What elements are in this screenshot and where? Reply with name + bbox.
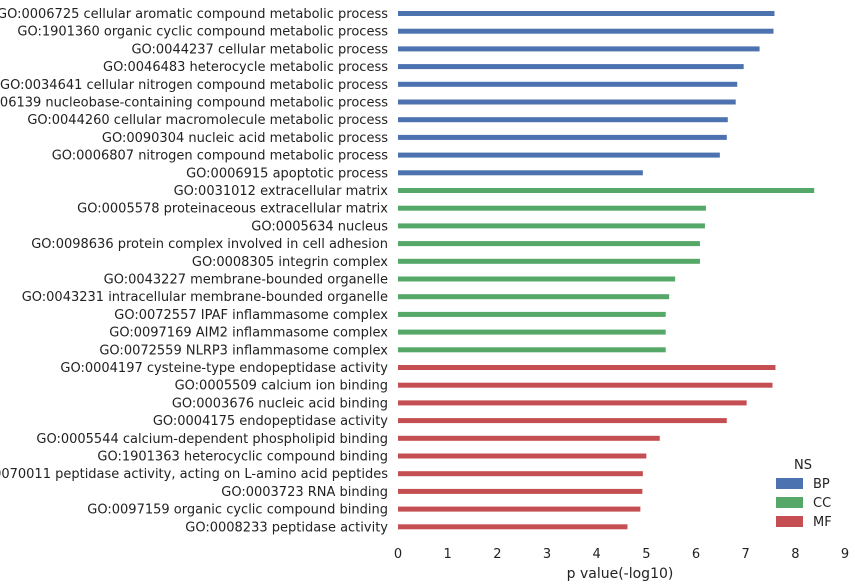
bar-cc <box>398 329 666 335</box>
category-label: GO:0044237 cellular metabolic process <box>131 42 388 57</box>
legend-label: BP <box>813 477 830 492</box>
category-label: GO:0004197 cysteine-type endopeptidase a… <box>60 361 388 376</box>
x-tick-label: 0 <box>394 547 402 562</box>
category-label: GO:0043231 intracellular membrane-bounde… <box>22 290 388 305</box>
category-label: GO:0005634 nucleus <box>251 219 388 234</box>
bar-cc <box>398 347 666 353</box>
category-label: GO:0090304 nucleic acid metabolic proces… <box>102 131 388 146</box>
category-label: GO:0006139 nucleobase-containing compoun… <box>0 96 388 111</box>
category-label: GO:0006807 nitrogen compound metabolic p… <box>52 149 389 164</box>
bar-bp <box>398 11 775 16</box>
x-tick-label: 4 <box>593 547 601 562</box>
bar-cc <box>398 276 676 282</box>
bar-bp <box>398 117 728 123</box>
x-tick-label: 1 <box>444 547 452 562</box>
category-label: GO:0005509 calcium ion binding <box>175 379 388 394</box>
x-tick-label: 9 <box>841 547 849 562</box>
legend-title: NS <box>794 458 812 473</box>
legend-swatch-bp <box>776 478 803 489</box>
x-tick-label: 2 <box>493 547 501 562</box>
category-label: GO:0097169 AIM2 inflammasome complex <box>109 326 388 341</box>
bar-bp <box>398 152 720 158</box>
category-label: GO:0072559 NLRP3 inflammasome complex <box>99 343 388 358</box>
bar-cc <box>398 258 700 264</box>
bar-mf <box>398 524 628 530</box>
category-label: GO:0043227 membrane-bounded organelle <box>104 273 388 288</box>
bar-bp <box>398 81 738 87</box>
category-label: GO:0098636 protein complex involved in c… <box>31 237 388 252</box>
category-label: GO:0006725 cellular aromatic compound me… <box>0 7 388 22</box>
x-axis-title: p value(-log10) <box>567 566 674 582</box>
bars-layer <box>398 11 815 530</box>
legend-label: CC <box>813 496 831 511</box>
category-label: GO:0006915 apoptotic process <box>186 166 388 181</box>
category-label: GO:0008233 peptidase activity <box>185 520 388 535</box>
bar-mf <box>398 506 641 512</box>
x-tick-label: 6 <box>692 547 700 562</box>
bar-mf <box>398 418 727 424</box>
category-label: GO:1901360 organic cyclic compound metab… <box>17 25 388 40</box>
category-label: GO:0031012 extracellular matrix <box>174 184 389 199</box>
bar-mf <box>398 365 776 370</box>
category-label: GO:0004175 endopeptidase activity <box>153 414 388 429</box>
x-tick-label: 3 <box>543 547 551 562</box>
bar-mf <box>398 435 660 441</box>
bar-mf <box>398 471 643 477</box>
category-label: GO:0072557 IPAF inflammasome complex <box>114 308 388 323</box>
category-label: GO:0034641 cellular nitrogen compound me… <box>0 78 388 93</box>
legend-label: MF <box>813 515 832 530</box>
bar-bp <box>398 64 744 70</box>
category-label: GO:0097159 organic cyclic compound bindi… <box>87 503 388 518</box>
bar-cc <box>398 205 706 211</box>
x-tick-label: 5 <box>642 547 650 562</box>
bar-mf <box>398 400 747 406</box>
bar-cc <box>398 294 670 300</box>
bar-mf <box>398 453 647 459</box>
bar-bp <box>398 99 736 105</box>
legend-items: BP CC MF <box>776 477 832 530</box>
x-tick-label: 7 <box>742 547 750 562</box>
category-label: GO:0005578 proteinaceous extracellular m… <box>77 202 388 217</box>
legend: NS BP CC MF <box>776 458 832 530</box>
bar-cc <box>398 311 666 317</box>
bar-cc <box>398 188 815 193</box>
bar-bp <box>398 46 760 52</box>
bar-mf <box>398 382 773 388</box>
legend-swatch-cc <box>776 497 803 508</box>
legend-swatch-mf <box>776 516 803 527</box>
category-label: GO:0044260 cellular macromolecule metabo… <box>27 113 388 128</box>
bar-bp <box>398 28 774 34</box>
category-label: GO:0005544 calcium-dependent phospholipi… <box>36 432 388 447</box>
x-tick-label: 8 <box>791 547 799 562</box>
bar-mf <box>398 488 643 494</box>
x-axis: 0 1 2 3 4 5 6 7 8 9 <box>394 547 849 562</box>
category-label: GO:0008305 integrin complex <box>192 255 388 270</box>
category-label: GO:0003676 nucleic acid binding <box>172 396 388 411</box>
bar-cc <box>398 241 700 247</box>
category-label: GO:0070011 peptidase activity, acting on… <box>0 467 388 482</box>
category-label: GO:1901363 heterocyclic compound binding <box>97 450 388 465</box>
bar-cc <box>398 223 705 229</box>
bar-bp <box>398 134 727 140</box>
bar-bp <box>398 170 643 176</box>
category-label: GO:0046483 heterocycle metabolic process <box>103 60 388 75</box>
category-label: GO:0003723 RNA binding <box>221 485 388 500</box>
category-labels: GO:0006725 cellular aromatic compound me… <box>0 7 388 535</box>
